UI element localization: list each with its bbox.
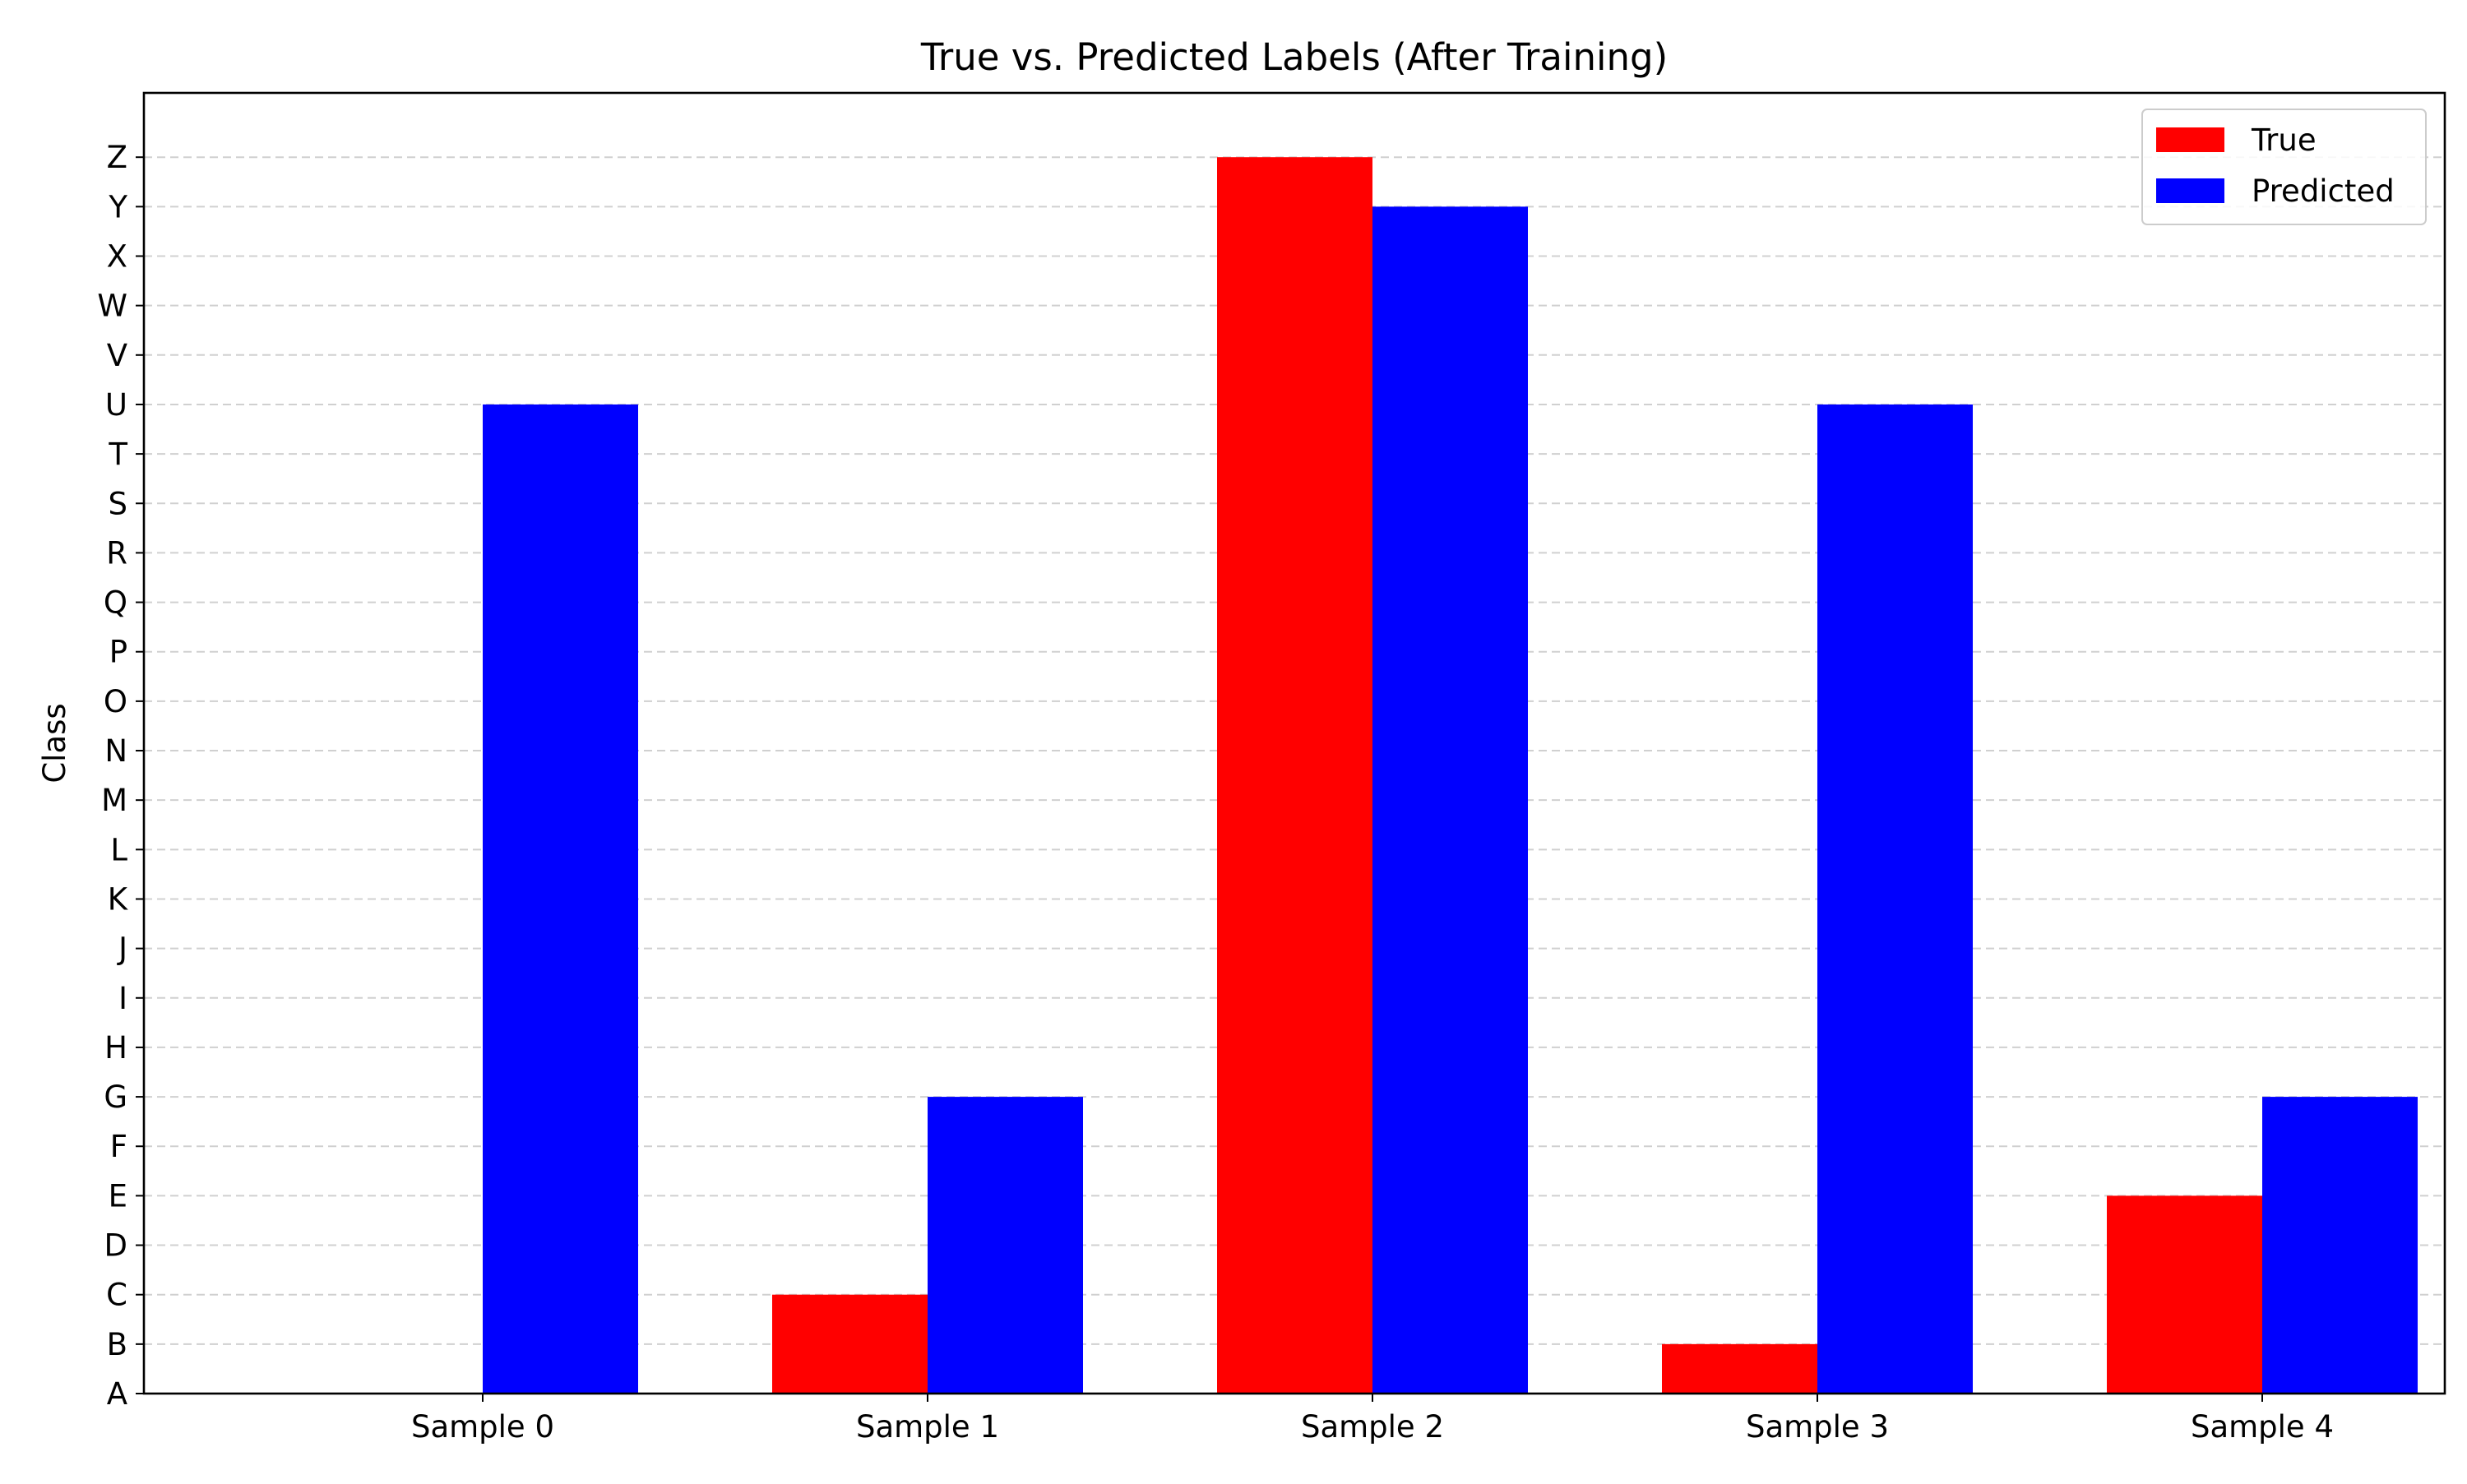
legend-label-true: True: [2251, 123, 2317, 158]
y-tick-label: K: [108, 881, 129, 917]
y-tick-label: C: [106, 1278, 127, 1313]
y-axis-label: Class: [37, 703, 72, 783]
y-tick-label: U: [105, 387, 127, 423]
x-tick-label: Sample 3: [1746, 1409, 1889, 1445]
y-tick-label: F: [110, 1129, 127, 1164]
y-tick-label: Z: [107, 140, 127, 175]
y-tick-label: L: [110, 832, 127, 867]
x-tick-label: Sample 4: [2191, 1409, 2334, 1445]
bar-predicted-3: [1817, 404, 1973, 1394]
y-tick-label: H: [104, 1030, 127, 1066]
legend: True Predicted: [2141, 109, 2427, 225]
y-tick-label: A: [107, 1376, 127, 1412]
y-tick-label: O: [104, 684, 127, 719]
y-tick-label: W: [97, 289, 127, 324]
y-tick-label: Q: [104, 585, 127, 621]
legend-label-predicted: Predicted: [2252, 173, 2395, 209]
y-tick-label: B: [107, 1327, 127, 1362]
y-tick-label: R: [106, 535, 127, 571]
bar-predicted-2: [1372, 206, 1528, 1394]
x-tick-label: Sample 1: [856, 1409, 999, 1445]
bar-true-3: [1662, 1343, 1817, 1394]
y-tick-label: I: [118, 981, 127, 1016]
y-tick-label: X: [107, 239, 127, 275]
y-tick-label: J: [117, 932, 127, 967]
y-tick-label: P: [109, 635, 127, 670]
bar-layer: [483, 157, 2418, 1394]
bar-predicted-0: [483, 404, 638, 1394]
bar-true-4: [2107, 1195, 2262, 1394]
bar-predicted-1: [928, 1097, 1083, 1394]
y-tick-label: E: [109, 1178, 127, 1214]
y-tick-label: M: [101, 783, 127, 818]
bar-true-2: [1217, 157, 1372, 1394]
x-tick-label: Sample 2: [1301, 1409, 1444, 1445]
bar-predicted-4: [2262, 1097, 2418, 1394]
y-tick-label: D: [104, 1228, 128, 1264]
legend-swatch-true: [2156, 127, 2224, 152]
bar-true-1: [772, 1294, 928, 1394]
plot-frame: [142, 91, 2446, 1395]
y-tick-label: T: [108, 437, 127, 472]
x-tick-label: Sample 0: [411, 1409, 554, 1445]
y-tick-label: Y: [108, 189, 127, 224]
y-tick-label: V: [107, 338, 127, 373]
legend-swatch-predicted: [2156, 178, 2224, 203]
chart-title: True vs. Predicted Labels (After Trainin…: [920, 35, 1668, 79]
y-tick-label: G: [104, 1079, 127, 1115]
y-tick-label: S: [109, 486, 128, 521]
y-tick-label: N: [104, 733, 127, 769]
